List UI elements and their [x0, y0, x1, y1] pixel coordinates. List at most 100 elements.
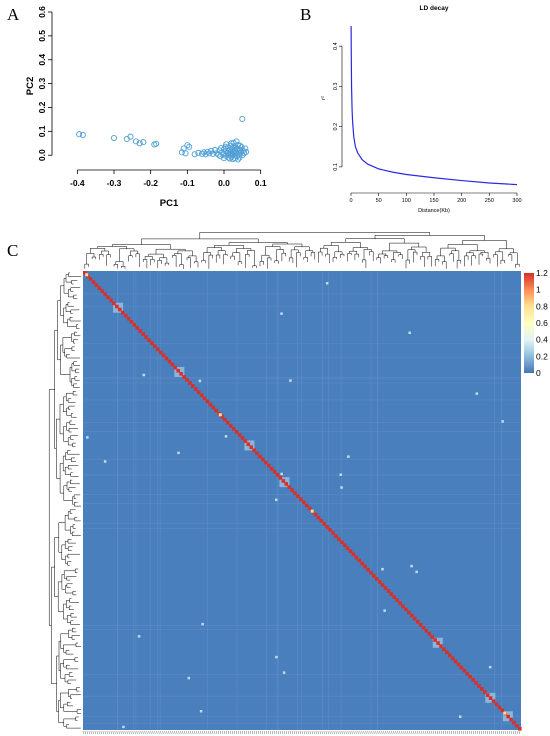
heatmap-cell	[415, 570, 418, 574]
ld-x-tick-label: 200	[457, 198, 466, 204]
legend-tick-label: 0	[536, 368, 541, 378]
legend-tick-label: 0.8	[536, 301, 548, 311]
heatmap-sample-label-mark	[126, 730, 128, 735]
ld-y-tick-label: 0.1	[333, 163, 339, 171]
heatmap-sample-label-mark	[258, 730, 259, 735]
heatmap-sample-label-mark	[84, 730, 86, 735]
heatmap-diagonal-cell	[167, 359, 172, 364]
pca-point	[198, 150, 206, 157]
pca-x-tick-label: 0.0	[218, 178, 230, 188]
heatmap-sample-label-mark	[351, 730, 353, 735]
heatmap-diagonal-cell	[424, 629, 429, 633]
heatmap-sample-label-mark	[492, 730, 494, 735]
ld-x-tick-label: 100	[402, 198, 411, 204]
pca-point	[239, 115, 246, 122]
heatmap-sample-label-mark	[196, 730, 198, 735]
ld-x-axis-label: Distance(Kb)	[418, 208, 450, 214]
heatmap-sample-label-mark	[216, 730, 218, 735]
heatmap-sample-label-mark	[295, 730, 297, 735]
heatmap-diagonal-cell	[220, 414, 224, 419]
heatmap-diagonal-cell	[255, 451, 259, 456]
heatmap-diagonal-cell	[164, 356, 169, 361]
ld-x-tick-label: 50	[376, 198, 382, 204]
heatmap-diagonal-cell	[156, 347, 160, 352]
heatmap-diagonal-cell	[453, 659, 458, 664]
heatmap-diagonal-cell	[144, 335, 148, 339]
heatmap-sample-label-mark	[164, 730, 166, 735]
heatmap-sample-label-mark	[222, 730, 224, 735]
heatmap-diagonal-cell	[120, 310, 125, 315]
heatmap-sample-label-mark	[481, 730, 482, 735]
heatmap-sample-label-mark	[152, 730, 154, 735]
heatmap-sample-label-mark	[226, 730, 228, 735]
pca-x-tick-label: -0.2	[143, 178, 158, 188]
heatmap-diagonal-cell	[196, 390, 201, 394]
heatmap-sample-label-mark	[387, 730, 389, 735]
heatmap-cell	[103, 460, 107, 463]
pca-point	[239, 152, 246, 159]
heatmap-sample-label-mark	[94, 730, 96, 735]
heatmap-sample-label-mark	[339, 730, 341, 735]
pca-point	[76, 131, 83, 138]
heatmap-diagonal-cell	[325, 524, 329, 529]
heatmap-sample-label-mark	[158, 730, 160, 735]
pca-point	[230, 139, 237, 146]
heatmap-sample-label-mark	[494, 730, 496, 735]
heatmap-diagonal-cell	[372, 573, 376, 578]
heatmap-sample-label-mark	[377, 730, 379, 735]
heatmap-sample-label-mark	[427, 730, 429, 735]
heatmap-sample-label-mark	[256, 730, 257, 735]
heatmap-sample-label-mark	[128, 730, 130, 735]
heatmap-diagonal-cell	[488, 696, 493, 700]
heatmap-diagonal-cell	[494, 702, 499, 707]
pca-point	[153, 140, 160, 147]
heatmap-sample-label-mark	[208, 730, 210, 735]
heatmap-sample-label-mark	[291, 730, 293, 735]
pca-x-tick-label: -0.4	[70, 178, 85, 188]
heatmap-sample-label-mark	[409, 730, 411, 735]
heatmap-sample-label-mark	[86, 730, 88, 735]
heatmap-sample-label-mark	[317, 730, 319, 735]
heatmap-sample-label-mark	[307, 730, 309, 735]
heatmap-sample-label-mark	[154, 730, 156, 735]
heatmap-diagonal-cell	[410, 613, 414, 618]
heatmap-sample-label-mark	[514, 730, 516, 735]
heatmap-diagonal-cell	[302, 500, 306, 505]
heatmap-diagonal-cell	[471, 677, 475, 682]
heatmap-diagonal-cell	[485, 693, 490, 697]
heatmap-cell	[275, 655, 278, 659]
heatmap-diagonal-cell	[474, 681, 478, 685]
heatmap-sample-label-mark	[445, 730, 447, 735]
heatmap-sample-label-mark	[447, 730, 449, 735]
heatmap-diagonal-cell	[208, 402, 213, 407]
heatmap-sample-label-mark	[303, 730, 305, 735]
heatmap-sample-label-mark	[363, 730, 365, 735]
heatmap-sample-label-mark	[178, 730, 180, 735]
heatmap-sample-label-mark	[385, 730, 387, 735]
heatmap-diagonal-cell	[366, 567, 370, 572]
row-dendrogram	[48, 272, 81, 729]
heatmap-sample-label-mark	[357, 730, 359, 735]
heatmap-diagonal-cell	[477, 684, 481, 688]
heatmap-sample-label-mark	[383, 730, 385, 735]
heatmap-cell	[274, 498, 278, 502]
pca-y-axis-label: PC2	[25, 77, 36, 95]
heatmap-diagonal-cell	[240, 436, 245, 440]
heatmap-sample-label-mark	[484, 730, 486, 735]
heatmap-diagonal-cell	[404, 607, 408, 612]
heatmap-sample-label-mark	[321, 730, 323, 735]
pca-point	[79, 131, 86, 138]
heatmap-diagonal-cell	[319, 518, 324, 523]
heatmap-sample-label-mark	[287, 730, 289, 735]
heatmap-cell	[410, 564, 413, 568]
heatmap-sample-label-mark	[411, 730, 413, 735]
heatmap-sample-label-mark	[156, 730, 158, 735]
heatmap-sample-label-mark	[469, 730, 471, 735]
heatmap-cell	[122, 725, 125, 729]
heatmap-cell	[339, 473, 343, 476]
heatmap-sample-label-mark	[194, 730, 196, 735]
heatmap-sample-label-mark	[345, 730, 347, 735]
pca-point	[233, 138, 240, 145]
heatmap-diagonal-cell	[266, 463, 271, 468]
